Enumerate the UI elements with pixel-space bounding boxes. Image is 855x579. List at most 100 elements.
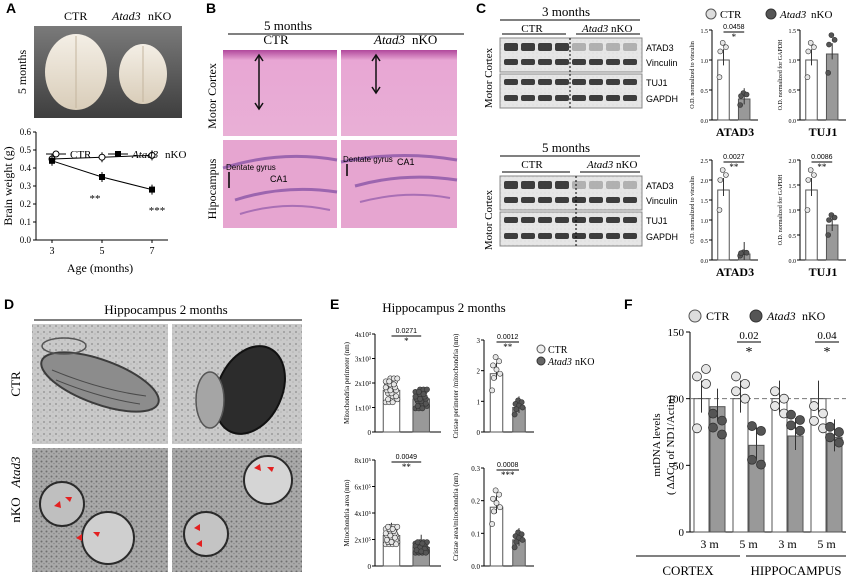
point-ctr [490,362,496,369]
chart-f-point-nko [717,429,727,440]
blot-label: Vinculin [646,58,677,68]
point-ctr [723,172,729,178]
sig-stars: ** [729,162,739,172]
chart-f-ytick-label: 0 [679,527,685,539]
ytick-label: 1.0 [701,59,709,65]
point-ctr [386,378,393,385]
ytick-label: 0 [368,563,372,571]
panel-c-letter: C [476,0,486,16]
blot-band [589,43,603,51]
chart-a-xtick-label: 3 [50,246,55,257]
chart-f-point-nko [756,459,766,470]
point-nko [412,393,419,400]
pvalue-label: 0.0012 [497,334,519,341]
point-ctr [392,534,398,541]
panel-c-top-title: 3 months [542,4,590,19]
bar-ctr [489,373,504,433]
bar-ctr [717,189,730,261]
blot-band [623,233,637,239]
panel-c-chart-1: 0.0 0.5 1.0 1.5 0.0458* O.D. normalized to vi… [690,24,758,139]
panel-c-bottom-side: Motor Cortex [483,189,495,250]
blot-band [538,43,552,51]
chart-f-point-ctr [809,415,819,426]
point-nko [743,249,750,256]
blot-box [499,211,643,247]
point-ctr [497,504,503,511]
point-nko [519,404,526,411]
blot-band [504,233,518,239]
blot-band [538,181,552,189]
panel-c-bottom-ctr: CTR [521,159,543,171]
chart-f-ylabel2: ( ΔΔCq of ND1/Actin) [665,395,677,495]
blot-band [623,197,637,203]
blot-band [538,59,552,65]
pvalue-label: 0.0008 [497,462,519,469]
point-ctr [804,74,811,80]
panel-a-side-label: 5 months [15,50,29,95]
panel-f-legend-ctr: CTR [706,309,729,323]
ytick-label: 0.5 [789,89,797,95]
point-ctr [719,40,726,46]
panel-b-letter: B [206,0,216,16]
ytick-label: 1.0 [789,209,797,215]
chart-a-ytick-label: 0.2 [20,199,31,209]
point-ctr [394,523,401,530]
blot-band [589,181,603,189]
blot-band [623,59,637,65]
ytick-label: 0 [477,429,481,437]
chart-f-pvalue: 0.04 [817,330,837,342]
blot-band [555,197,569,203]
ylabel: O.D. normalized for GAPDH [777,174,784,245]
ytick-label: 1.0 [789,59,797,65]
point-ctr [807,40,814,46]
point-nko [420,391,427,398]
ytick-label: 0.0 [789,119,797,125]
point-ctr [805,177,812,183]
chart-f-point-ctr [779,393,789,404]
chart-f-xtick-label: 5 m [817,537,836,551]
panel-e-letter: E [330,296,339,312]
chart-a-legend-nko-gene: Atad3 [131,149,159,161]
ytick-label: 0.0 [701,259,709,265]
point-ctr [385,523,391,530]
panel-f-legend-nko-dot [749,309,763,323]
ytick-label: 0.0 [471,563,480,571]
point-nko [519,536,526,543]
panel-a-ctr-label: CTR [64,9,87,23]
panel-c-legend-nko-dot [765,8,777,20]
panel-d-row2-gene: Atad3 [8,456,23,489]
point-nko [414,403,421,409]
point-nko [826,41,832,48]
ytick-label: 0.5 [701,239,709,245]
panel-f: F CTR Atad3 nKO mtDNA levels ( ΔΔCq of N… [624,296,846,578]
blot-band [538,217,552,223]
point-ctr [723,44,729,50]
blot-band [504,59,518,65]
chart-f-point-nko [795,425,805,436]
chart-f-stars: * [746,345,753,360]
blot-band [538,233,552,239]
blot-band [606,181,620,189]
sig-stars: * [404,336,409,346]
blot-band [521,233,535,239]
blot-label: ATAD3 [646,181,674,191]
blot-band [589,95,603,101]
point-ctr [389,526,396,532]
ytick-label: 0.0 [701,119,709,125]
point-ctr [390,381,397,388]
sig-stars: ** [402,462,412,472]
ytick-label: 1x10³ [355,405,371,413]
pvalue-label: 0.0271 [396,328,418,335]
point-ctr [490,495,496,502]
point-nko [513,538,520,545]
blot-band [606,217,620,223]
point-nko [419,540,426,547]
blot-band [555,233,569,239]
nko-ca1-label: CA1 [397,157,415,167]
panel-d-row1: CTR [8,371,23,397]
panel-c-top-side: Motor Cortex [483,47,495,108]
panel-d-row2-suffix: nKO [8,497,23,522]
chart-f-point-nko [825,421,835,432]
point-ctr [497,370,503,377]
ylabel: Mitochondria area (nm) [343,479,351,547]
